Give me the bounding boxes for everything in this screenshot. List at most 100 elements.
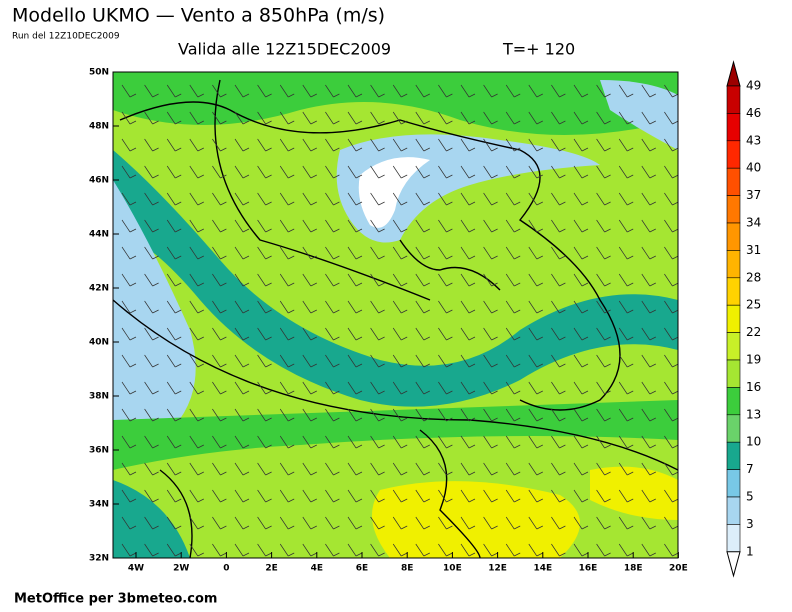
wind-barb xyxy=(415,516,430,530)
wind-barb xyxy=(596,192,611,206)
wind-barb xyxy=(370,84,385,98)
wind-barb xyxy=(505,165,521,179)
wind-barb xyxy=(415,543,430,557)
wind-barb xyxy=(573,408,589,422)
wind-barb xyxy=(257,246,272,260)
lon-label: 8E xyxy=(401,564,413,574)
wind-barb xyxy=(257,381,272,395)
colorbar-segment xyxy=(726,85,741,114)
wind-barb xyxy=(596,138,611,152)
wind-barb xyxy=(438,327,453,341)
wind-barb xyxy=(505,435,521,449)
wind-barb xyxy=(347,462,363,476)
wind-barb xyxy=(573,111,589,125)
wind-barb xyxy=(596,300,611,314)
wind-barb xyxy=(664,489,678,503)
wind-barb xyxy=(596,111,611,125)
wind-barb xyxy=(234,111,250,125)
wind-barb xyxy=(438,435,453,449)
wind-barb xyxy=(596,462,611,476)
wind-barb xyxy=(166,219,182,233)
colorbar-segment xyxy=(726,195,741,224)
wind-barb xyxy=(483,84,498,98)
wind-barb xyxy=(121,462,137,476)
wind-barb xyxy=(641,354,656,368)
wind-barb xyxy=(460,84,476,98)
wind-barb xyxy=(189,543,204,557)
wind-barb xyxy=(505,354,521,368)
wind-barb xyxy=(234,165,250,179)
wind-barb xyxy=(618,516,634,530)
wind-barb xyxy=(189,219,204,233)
wind-barb xyxy=(528,84,543,98)
wind-barb xyxy=(212,489,227,503)
wind-barb xyxy=(279,111,295,125)
wind-barb xyxy=(415,273,430,287)
wind-barb xyxy=(347,489,363,503)
lat-label: 46N xyxy=(89,176,109,186)
wind-barb xyxy=(144,165,159,179)
lon-label: 12E xyxy=(488,564,507,574)
wind-barb xyxy=(505,111,521,125)
wind-barb xyxy=(279,300,295,314)
wind-barb xyxy=(121,327,137,341)
colorbar-segment xyxy=(726,332,741,361)
wind-barb xyxy=(370,327,385,341)
lat-label: 34N xyxy=(89,500,109,510)
wind-barb xyxy=(325,246,340,260)
wind-barb xyxy=(573,462,589,476)
wind-barb xyxy=(415,489,430,503)
wind-barb xyxy=(573,300,589,314)
wind-barb xyxy=(551,516,566,530)
wind-barb xyxy=(121,408,137,422)
wind-barb xyxy=(325,165,340,179)
wind-barb xyxy=(279,354,295,368)
wind-barb xyxy=(370,300,385,314)
colorbar-label: 46 xyxy=(746,106,761,120)
colorbar-label: 49 xyxy=(746,79,761,93)
wind-barb xyxy=(234,84,250,98)
wind-barb xyxy=(551,354,566,368)
wind-barb xyxy=(302,381,317,395)
wind-barb xyxy=(279,84,295,98)
wind-barb xyxy=(347,543,363,557)
wind-barb xyxy=(596,246,611,260)
wind-barb xyxy=(392,435,408,449)
colorbar-label: 43 xyxy=(746,133,761,147)
wind-barb xyxy=(257,489,272,503)
wind-barbs xyxy=(121,84,678,557)
wind-barb xyxy=(618,381,634,395)
wind-barb xyxy=(618,84,634,98)
colorbar-segment xyxy=(726,113,741,142)
wind-barb xyxy=(347,246,363,260)
wind-barb xyxy=(370,543,385,557)
colorbar-segment xyxy=(726,359,741,388)
wind-barb xyxy=(573,489,589,503)
wind-barb xyxy=(551,84,566,98)
wind-barb xyxy=(325,111,340,125)
wind-barb xyxy=(483,111,498,125)
wind-barb xyxy=(415,462,430,476)
wind-barb xyxy=(234,435,250,449)
wind-barb xyxy=(641,246,656,260)
wind-barb xyxy=(392,111,408,125)
wind-barb xyxy=(483,300,498,314)
wind-barb xyxy=(189,84,204,98)
wind-barb xyxy=(302,84,317,98)
wind-barb xyxy=(234,300,250,314)
wind-barb xyxy=(551,246,566,260)
wind-barb xyxy=(279,435,295,449)
wind-barb xyxy=(370,219,385,233)
colorbar-label: 28 xyxy=(746,270,761,284)
wind-barb xyxy=(166,381,182,395)
wind-barb xyxy=(551,273,566,287)
wind-barb xyxy=(460,489,476,503)
wind-barb xyxy=(438,84,453,98)
wind-barb xyxy=(618,300,634,314)
wind-barb xyxy=(325,138,340,152)
wind-barb xyxy=(325,354,340,368)
colorbar-arrow-bottom xyxy=(726,551,741,578)
wind-barb xyxy=(279,543,295,557)
wind-barb xyxy=(551,111,566,125)
